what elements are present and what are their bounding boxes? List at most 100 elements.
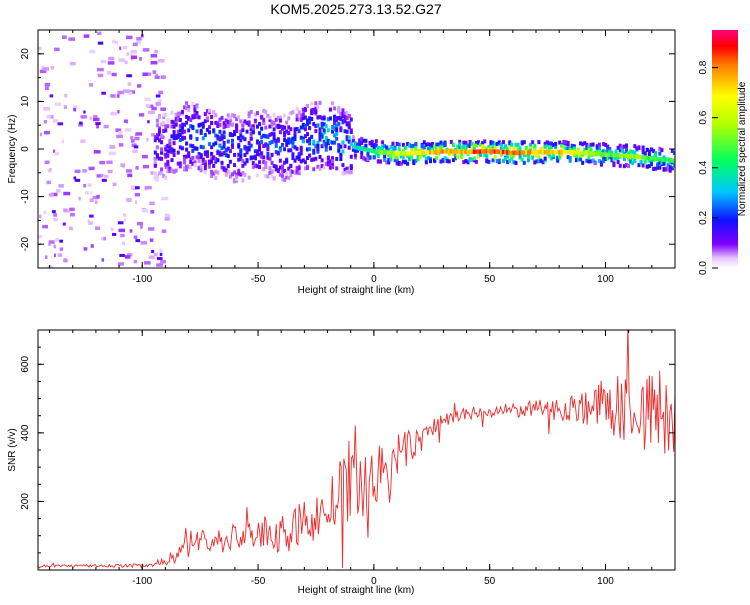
spectrogram-noise-cell [93, 150, 101, 154]
spectrogram-cell [180, 122, 184, 127]
spectrogram-ridge-cell [358, 145, 361, 151]
spectrogram-ridge-cell [574, 150, 578, 155]
spectrogram-cell [460, 145, 464, 150]
spectrogram-cell [203, 170, 207, 175]
spectrogram-cell [376, 159, 380, 164]
spectrogram-ridge-cell [608, 152, 611, 158]
spectrogram-cell [241, 178, 245, 183]
spectrogram-cell [606, 144, 610, 149]
spectrogram-cell [230, 138, 234, 143]
spectrogram-noise-cell [117, 109, 120, 114]
spectrogram-ridge-cell [643, 155, 646, 160]
spectrogram-cell [187, 116, 191, 121]
spectrogram-noise-cell [44, 82, 51, 87]
spectrogram-ridge-cell [374, 149, 377, 154]
spectrogram-ridge-cell [662, 157, 665, 162]
spectrogram-cell [226, 163, 230, 168]
spectrogram-noise-cell [83, 183, 87, 188]
spectrogram-noise-cell [133, 235, 138, 240]
spectrogram-ridge-cell [583, 150, 586, 156]
spectrogram-cell [318, 137, 322, 142]
spectrogram-cell [230, 133, 234, 138]
spectrogram-cell [280, 166, 284, 171]
spectrogram-cell [322, 130, 326, 135]
spectrogram-cell [155, 118, 159, 123]
spectrogram-x-tick-label: 0 [371, 274, 377, 285]
colorbar-label: Normalized spectral amplitude [737, 81, 748, 216]
spectrogram-cell [210, 145, 214, 150]
spectrogram-ridge-cell [447, 149, 450, 154]
spectrogram-cell [597, 158, 601, 163]
spectrogram-cell [233, 152, 237, 157]
spectrogram-cell [589, 147, 593, 152]
spectrogram-cell [208, 130, 212, 135]
spectrogram-ridge-cell [418, 150, 421, 156]
spectrogram-cell [187, 164, 191, 169]
spectrogram-cell [166, 149, 170, 154]
spectrogram-cell [399, 161, 403, 166]
spectrogram-ridge-cell [433, 149, 436, 155]
spectrogram-ridge-cell [524, 150, 528, 155]
spectrogram-cell [318, 166, 322, 171]
spectrogram-cell [420, 144, 424, 149]
spectrogram-cell [518, 153, 522, 158]
spectrogram-cell [458, 142, 462, 147]
spectrogram-cell [347, 139, 351, 144]
spectrogram-cell [285, 159, 289, 164]
spectrogram-cell [295, 165, 299, 170]
spectrogram-cell [291, 155, 295, 160]
spectrogram-cell [416, 157, 420, 162]
spectrogram-cell [662, 161, 666, 166]
spectrogram-cell [212, 163, 216, 168]
spectrogram-cell [456, 144, 460, 149]
spectrogram-cell [230, 144, 234, 149]
spectrogram-cell [258, 165, 262, 170]
spectrogram-noise-cell [82, 169, 87, 173]
snr-y-tick-label: 400 [20, 424, 31, 441]
spectrogram-noise-cell [156, 257, 163, 261]
spectrogram-cell [331, 159, 335, 164]
spectrogram-cell [289, 138, 293, 143]
spectrogram-cell [251, 155, 255, 160]
spectrogram-cell [153, 162, 157, 167]
spectrogram-cell [643, 151, 647, 156]
spectrogram-cell [672, 163, 675, 168]
spectrogram-noise-cell [74, 178, 81, 182]
spectrogram-cell [331, 101, 335, 106]
spectrogram-cell [414, 147, 418, 152]
spectrogram-ridge-cell [612, 152, 615, 158]
spectrogram-noise-cell [148, 104, 154, 109]
spectrogram-cell [253, 154, 257, 159]
spectrogram-cell [451, 158, 455, 163]
spectrogram-cell [278, 148, 282, 153]
spectrogram-cell [658, 151, 662, 156]
spectrogram-noise-cell [53, 253, 56, 258]
spectrogram-cell [429, 145, 433, 150]
spectrogram-cell [278, 118, 282, 123]
spectrogram-cell [253, 112, 257, 117]
spectrogram-ridge-cell [458, 149, 461, 154]
spectrogram-noise-cell [63, 208, 68, 212]
spectrogram-cell [283, 147, 287, 152]
spectrogram-cell [618, 143, 622, 148]
spectrogram-cell [218, 129, 222, 134]
spectrogram-noise-cell [136, 221, 143, 226]
spectrogram-cell [220, 146, 224, 151]
spectrogram-ridge-cell [564, 149, 567, 155]
spectrogram-cell [241, 123, 245, 128]
spectrogram-cell [339, 157, 343, 162]
spectrogram-cell [649, 162, 653, 167]
spectrogram-cell [299, 151, 303, 156]
spectrogram-cell [264, 143, 268, 148]
spectrogram-cell [272, 127, 276, 132]
spectrogram-cell [258, 144, 262, 149]
spectrogram-cell [195, 155, 199, 160]
spectrogram-cell [251, 126, 255, 131]
spectrogram-cell [510, 156, 514, 161]
spectrogram-cell [258, 147, 262, 152]
spectrogram-cell [645, 147, 649, 152]
spectrogram-cell [468, 140, 472, 145]
spectrogram-cell [468, 157, 472, 162]
spectrogram-cell [589, 142, 593, 147]
spectrogram-cell [270, 160, 274, 165]
